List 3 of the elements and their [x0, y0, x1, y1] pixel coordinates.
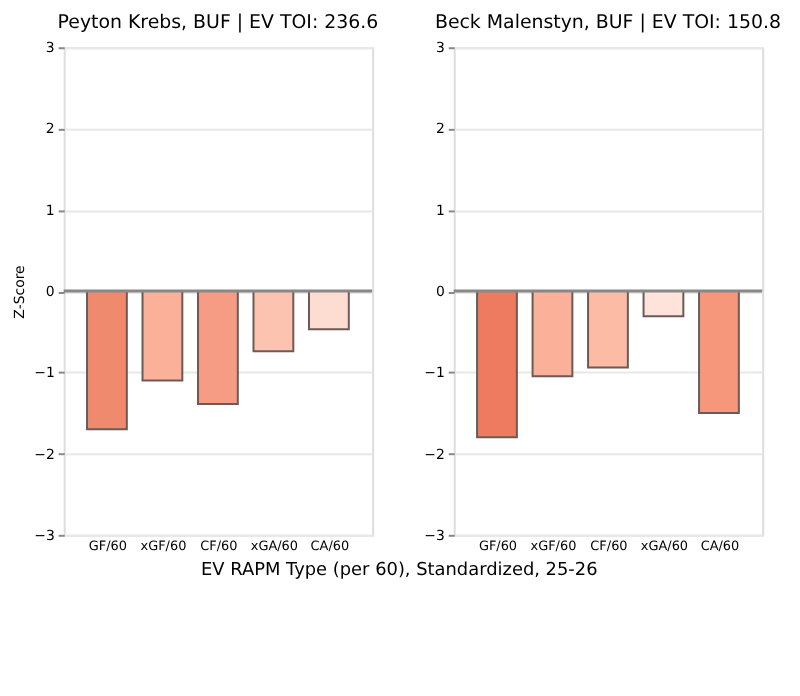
text: EV RAPM Type (per 60), Standardized, 25-26: [201, 560, 599, 581]
chart-title: Beck Malenstyn, BUF | EV TOI: 150.8: [434, 12, 782, 35]
chart-title: Peyton Krebs, BUF | EV TOI: 236.6: [57, 12, 379, 35]
